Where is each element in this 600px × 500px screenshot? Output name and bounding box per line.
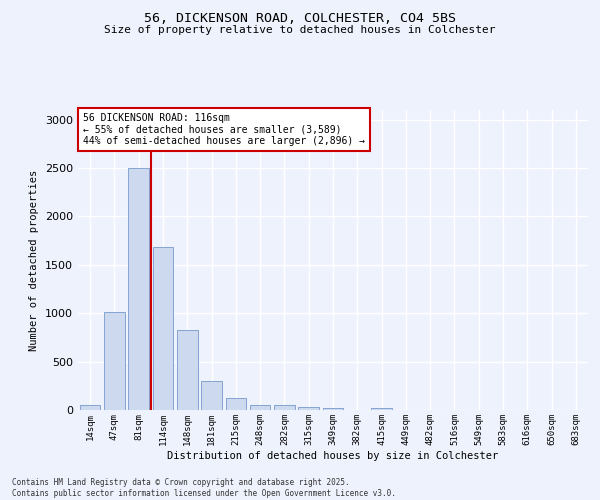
Bar — [274, 405, 295, 410]
Bar — [250, 404, 271, 410]
Bar — [152, 248, 173, 410]
Bar — [371, 408, 392, 410]
Text: 56, DICKENSON ROAD, COLCHESTER, CO4 5BS: 56, DICKENSON ROAD, COLCHESTER, CO4 5BS — [144, 12, 456, 26]
Bar — [80, 405, 100, 410]
Text: 56 DICKENSON ROAD: 116sqm
← 55% of detached houses are smaller (3,589)
44% of se: 56 DICKENSON ROAD: 116sqm ← 55% of detac… — [83, 113, 365, 146]
Bar — [128, 168, 149, 410]
X-axis label: Distribution of detached houses by size in Colchester: Distribution of detached houses by size … — [167, 450, 499, 460]
Bar — [226, 398, 246, 410]
Bar — [177, 330, 197, 410]
Y-axis label: Number of detached properties: Number of detached properties — [29, 170, 40, 350]
Bar — [104, 312, 125, 410]
Bar — [298, 406, 319, 410]
Text: Size of property relative to detached houses in Colchester: Size of property relative to detached ho… — [104, 25, 496, 35]
Text: Contains HM Land Registry data © Crown copyright and database right 2025.
Contai: Contains HM Land Registry data © Crown c… — [12, 478, 396, 498]
Bar — [323, 408, 343, 410]
Bar — [201, 381, 222, 410]
